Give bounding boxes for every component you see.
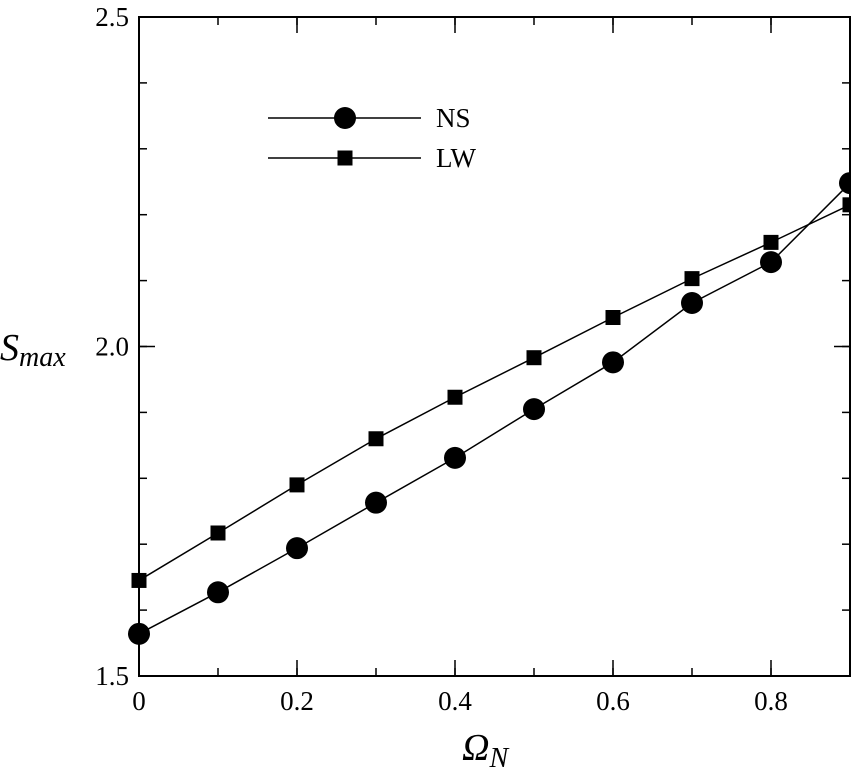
x-tick-label: 0.4 xyxy=(438,686,472,716)
x-tick-label: 0.6 xyxy=(596,686,630,716)
y-axis-title: Smax xyxy=(0,327,66,373)
x-tick-label: 0 xyxy=(132,686,146,716)
data-point-ns xyxy=(286,537,308,560)
y-axis-title-main: S xyxy=(0,327,19,369)
data-point-ns xyxy=(602,351,624,374)
y-axis-title-sub: max xyxy=(19,342,66,373)
x-axis-title-sub: N xyxy=(488,743,509,774)
data-point-ns xyxy=(839,172,851,195)
data-point-ns xyxy=(681,292,703,315)
data-point-lw xyxy=(368,431,384,447)
y-tick-label: 2.5 xyxy=(95,2,129,32)
axis-tick-labels: 0 0.2 0.4 0.6 0.8 1.5 2.0 2.5 xyxy=(95,2,788,716)
data-point-lw xyxy=(447,389,463,405)
data-point-ns xyxy=(444,446,466,469)
data-point-ns xyxy=(365,491,387,514)
legend-marker-lw xyxy=(337,150,353,166)
data-point-lw xyxy=(605,310,621,326)
x-tick-label: 0.8 xyxy=(754,686,788,716)
data-point-ns xyxy=(128,622,150,645)
data-point-ns xyxy=(760,251,782,274)
data-point-lw xyxy=(289,477,305,493)
series-line-ns xyxy=(138,182,851,635)
x-tick-label: 0.2 xyxy=(280,686,314,716)
axis-ticks xyxy=(138,16,851,677)
data-point-lw xyxy=(763,234,779,250)
x-axis-title: ΩN xyxy=(462,727,509,774)
legend-label-lw: LW xyxy=(436,143,476,173)
data-point-ns xyxy=(523,398,545,421)
series-line-lw xyxy=(138,204,851,582)
legend-label-ns: NS xyxy=(436,103,471,133)
data-point-ns xyxy=(207,581,229,604)
legend-marker-ns xyxy=(334,107,356,129)
y-tick-label: 1.5 xyxy=(95,661,129,691)
data-point-lw xyxy=(526,350,542,366)
series-lw xyxy=(131,197,851,588)
data-point-lw xyxy=(684,271,700,287)
series-layer xyxy=(128,172,851,645)
data-point-lw xyxy=(210,525,226,541)
data-point-lw xyxy=(131,572,147,588)
x-axis-title-main: Ω xyxy=(462,727,489,769)
legend: NS LW xyxy=(268,103,476,173)
series-ns xyxy=(128,172,851,645)
y-tick-label: 2.0 xyxy=(95,332,129,362)
data-point-lw xyxy=(842,197,851,213)
